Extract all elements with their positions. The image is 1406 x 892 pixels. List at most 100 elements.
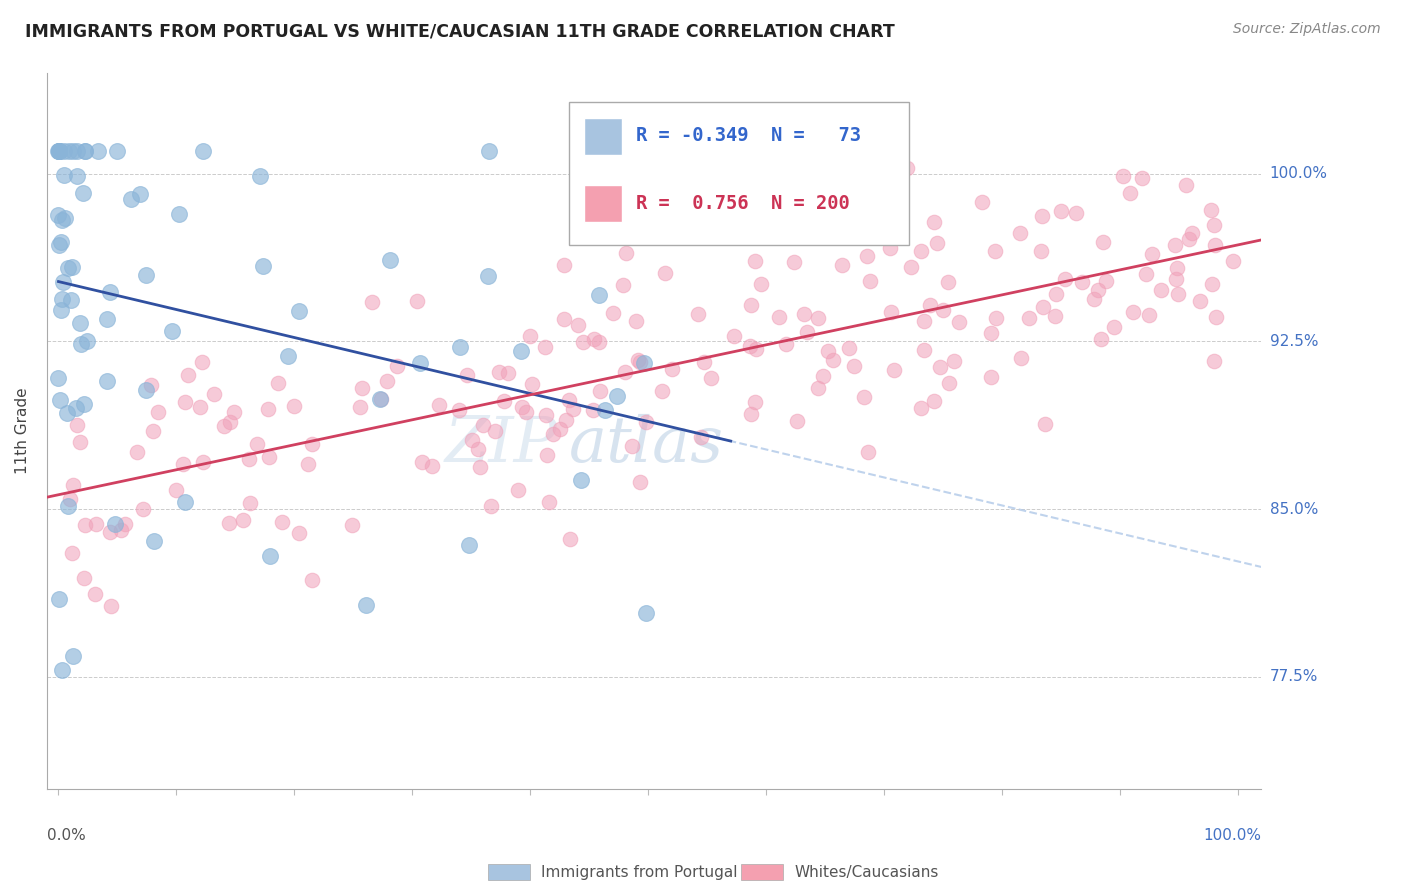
Point [420,458,443,473]
Point [288,526,311,541]
Point [793,212,815,227]
Point [515,405,537,419]
Point [48,145,70,159]
Point [744,254,766,268]
Point [48,145,70,159]
Point [723,329,745,343]
Point [127,445,149,459]
Point [555,413,578,427]
Point [461,434,484,448]
Point [807,381,830,395]
Point [349,401,371,415]
Point [132,501,155,516]
Point [96,374,118,388]
Point [628,475,651,489]
Point [1010,226,1032,240]
Point [896,161,918,175]
Point [807,311,830,326]
Point [621,439,644,453]
Point [1043,309,1066,323]
Point [859,274,882,288]
Point [218,516,240,531]
Point [167,207,190,221]
Point [48,237,70,252]
Point [520,377,543,392]
Point [98,524,121,539]
Point [73,571,96,585]
Point [470,460,492,475]
Point [738,338,761,352]
Point [370,392,392,407]
Point [582,403,605,417]
Point [496,366,519,380]
Point [1032,300,1054,314]
Point [62,648,84,663]
Point [553,258,575,272]
Point [62,145,84,159]
Point [842,359,865,373]
Point [1201,203,1223,218]
Point [1204,353,1226,368]
Point [60,260,83,274]
Point [48,591,70,606]
Text: 92.5%: 92.5% [1270,334,1319,349]
Point [796,325,818,339]
Point [817,344,839,359]
Point [301,573,323,587]
Point [202,387,225,401]
Point [447,402,470,417]
Point [626,313,648,327]
Point [943,354,966,368]
Point [1091,235,1114,249]
Point [267,376,290,391]
Point [48,145,70,159]
Point [232,513,254,527]
Point [98,285,121,299]
Point [984,244,1007,259]
Point [569,473,592,487]
Point [984,310,1007,325]
Point [1018,310,1040,325]
Point [536,448,558,462]
Point [813,369,835,384]
Point [252,259,274,273]
Point [1166,272,1188,286]
Point [855,249,877,263]
Point [378,253,401,268]
Point [636,416,658,430]
Point [693,355,716,369]
Point [174,494,197,508]
Point [48,208,70,222]
Text: atlas: atlas [569,414,724,475]
Y-axis label: 11th Grade: 11th Grade [15,387,30,474]
Point [782,255,804,269]
Point [75,518,97,533]
Point [508,483,530,497]
Point [654,267,676,281]
Point [59,492,82,507]
Point [73,145,96,159]
Point [538,495,561,509]
FancyBboxPatch shape [569,102,910,244]
Point [627,353,650,368]
Text: Immigrants from Portugal: Immigrants from Portugal [541,865,738,880]
Text: 77.5%: 77.5% [1270,669,1317,684]
Point [838,341,860,355]
Point [69,434,91,449]
Point [910,244,932,259]
Point [572,335,595,350]
Point [614,365,637,379]
Point [1201,277,1223,292]
Text: 0.0%: 0.0% [46,828,86,843]
Point [191,355,214,369]
Point [114,516,136,531]
Point [628,355,651,369]
Point [471,418,494,433]
Point [188,400,211,414]
Point [633,357,655,371]
Text: IMMIGRANTS FROM PORTUGAL VS WHITE/CAUCASIAN 11TH GRADE CORRELATION CHART: IMMIGRANTS FROM PORTUGAL VS WHITE/CAUCAS… [25,22,896,40]
FancyBboxPatch shape [583,118,623,155]
Point [191,455,214,469]
Point [51,292,73,306]
Point [1174,178,1197,192]
